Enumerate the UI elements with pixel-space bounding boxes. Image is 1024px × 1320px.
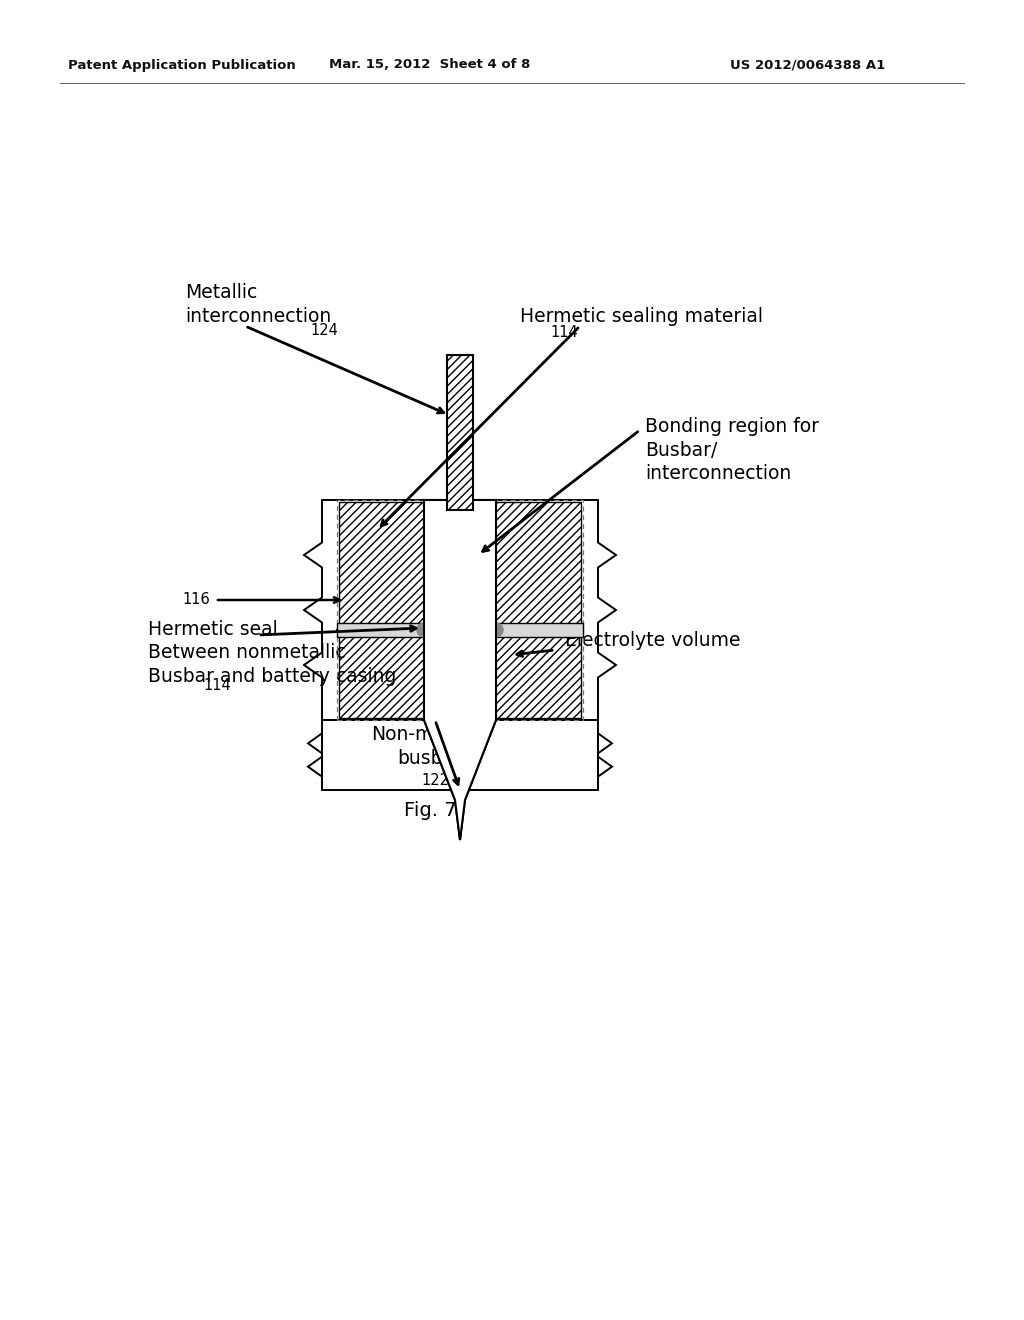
Text: 114: 114 <box>203 678 230 693</box>
Polygon shape <box>304 500 452 719</box>
Text: Electrolyte volume: Electrolyte volume <box>565 631 740 649</box>
Text: 124: 124 <box>310 323 338 338</box>
Bar <box>337 500 583 719</box>
Text: Mar. 15, 2012  Sheet 4 of 8: Mar. 15, 2012 Sheet 4 of 8 <box>330 58 530 71</box>
Polygon shape <box>468 502 581 718</box>
Polygon shape <box>424 500 496 840</box>
Polygon shape <box>496 623 583 638</box>
Polygon shape <box>337 623 424 638</box>
Text: Hermetic sealing material: Hermetic sealing material <box>520 308 763 326</box>
Text: Non-metallic
busbar: Non-metallic busbar <box>371 725 489 767</box>
Polygon shape <box>339 502 452 718</box>
Circle shape <box>417 623 431 638</box>
Polygon shape <box>447 355 473 510</box>
Text: Hermetic seal
Between nonmetallic
Busbar and battery casing: Hermetic seal Between nonmetallic Busbar… <box>148 620 396 686</box>
Text: 122: 122 <box>421 774 449 788</box>
Polygon shape <box>468 500 616 719</box>
Circle shape <box>489 623 503 638</box>
Polygon shape <box>308 719 452 789</box>
Text: Metallic
interconnection: Metallic interconnection <box>185 284 331 326</box>
Text: Patent Application Publication: Patent Application Publication <box>68 58 296 71</box>
Text: 116: 116 <box>182 593 210 607</box>
Text: Bonding region for
Busbar/
interconnection: Bonding region for Busbar/ interconnecti… <box>645 417 819 483</box>
Text: Fig. 7: Fig. 7 <box>403 800 457 820</box>
Text: 114: 114 <box>550 325 578 341</box>
Polygon shape <box>468 719 612 789</box>
Polygon shape <box>424 500 496 840</box>
Text: US 2012/0064388 A1: US 2012/0064388 A1 <box>730 58 886 71</box>
